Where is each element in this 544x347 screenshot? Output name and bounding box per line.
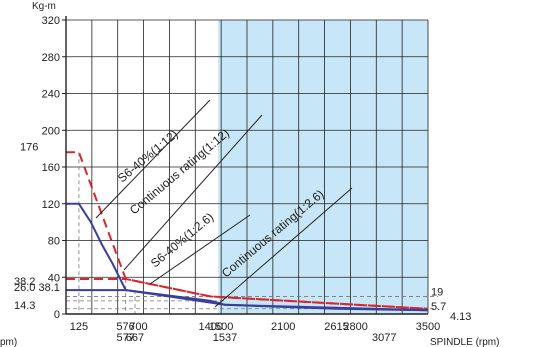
x-tick-label: 577 bbox=[116, 332, 134, 344]
y-tick-label: 120 bbox=[42, 199, 60, 211]
annotation-leader bbox=[95, 99, 211, 219]
y-tick-label: 240 bbox=[42, 89, 60, 101]
x-axis-unit-fragment: pm) bbox=[0, 337, 17, 347]
y-extra-label: 4.13 bbox=[450, 311, 471, 323]
y-extra-label: 14.3 bbox=[14, 300, 35, 312]
y-extra-label: 19 bbox=[431, 287, 443, 299]
y-tick-label: 80 bbox=[48, 236, 60, 248]
x-tick-label: 2615 bbox=[324, 321, 348, 333]
axes: 0 40 80 120 160 200 240 280 320 176 38.226.0 38.1 1… bbox=[14, 15, 471, 344]
grid bbox=[65, 19, 429, 315]
x-tick-label: 125 bbox=[70, 321, 88, 333]
x-tick-label: 2100 bbox=[271, 321, 295, 333]
annotation-leader bbox=[149, 214, 251, 285]
y-tick-label: 40 bbox=[48, 272, 60, 284]
x-axis-unit: SPINDLE (rpm) bbox=[430, 337, 499, 347]
annotation-leader bbox=[214, 187, 353, 308]
series-line bbox=[66, 289, 429, 312]
x-tick-label: 1400 bbox=[199, 321, 223, 333]
y-axis-unit: Kg-m bbox=[32, 1, 56, 12]
y-tick-label: 0 bbox=[54, 309, 60, 321]
y-tick-label: 160 bbox=[42, 162, 60, 174]
x-tick-label: 3077 bbox=[372, 332, 396, 344]
x-tick-label: 576 bbox=[116, 321, 134, 333]
annotation-label: S6-40%(1:2.6) bbox=[148, 210, 216, 270]
y-tick-label: 320 bbox=[42, 15, 60, 27]
y-tick-label: 200 bbox=[42, 125, 60, 137]
x-tick-label: 3500 bbox=[416, 321, 440, 333]
x-tick-label: 1500 bbox=[209, 321, 233, 333]
series-line bbox=[66, 278, 429, 310]
x-tick-label: 700 bbox=[129, 321, 147, 333]
annotation-leader bbox=[123, 114, 263, 271]
y-extra-label: 176 bbox=[20, 141, 38, 153]
y-extra-label: 38.2 bbox=[14, 276, 35, 288]
x-tick-label: 667 bbox=[126, 332, 144, 344]
y-extra-label: 26.0 38.1 bbox=[14, 282, 60, 294]
y-extra-label: 5.7 bbox=[431, 301, 446, 313]
x-tick-label: 2800 bbox=[343, 321, 367, 333]
y-tick-label: 280 bbox=[42, 52, 60, 64]
x-tick-label: 1537 bbox=[213, 332, 237, 344]
series-lines bbox=[66, 151, 429, 312]
